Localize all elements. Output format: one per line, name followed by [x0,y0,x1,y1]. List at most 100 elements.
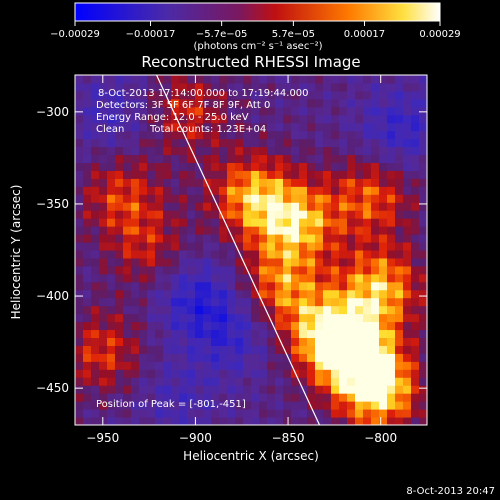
heatmap-cell [307,273,316,283]
heatmap-cell [179,114,188,124]
heatmap-cell [355,417,364,425]
heatmap-cell [339,242,348,251]
heatmap-cell [83,337,92,346]
heatmap-cell [179,210,188,219]
heatmap-cell [211,226,220,235]
heatmap-cell [195,409,204,418]
heatmap-cell [371,353,380,362]
heatmap-cell [155,194,164,203]
heatmap-cell [355,377,364,386]
heatmap-cell [219,242,228,251]
heatmap-cell [219,226,228,235]
heatmap-cell [275,401,284,410]
heatmap-cell [123,218,132,227]
heatmap-cell [283,82,292,92]
heatmap-cell [203,289,212,299]
heatmap-cell [411,353,420,362]
heatmap-cell [123,353,132,362]
heatmap-cell [195,106,204,116]
heatmap-cell [395,409,404,418]
heatmap-cell [251,369,260,378]
heatmap-cell [243,218,252,227]
heatmap-cell [211,234,220,243]
heatmap-cell [251,194,260,203]
heatmap-cell [267,114,276,124]
heatmap-cell [203,122,212,132]
heatmap-cell [139,369,148,378]
heatmap-cell [299,409,308,418]
heatmap-cell [379,281,388,291]
heatmap-cell [75,90,84,100]
heatmap-cell [235,265,244,275]
heatmap-cell [275,98,284,108]
heatmap-cell [235,146,244,156]
heatmap-cell [267,297,276,307]
heatmap-cell [355,353,364,362]
heatmap-cell [411,313,420,323]
heatmap-cell [355,130,364,140]
heatmap-cell [323,114,332,124]
heatmap-cell [267,393,276,402]
heatmap-cell [99,114,108,124]
heatmap-cell [371,313,380,323]
heatmap-cell [91,210,100,219]
heatmap-cell [99,186,108,195]
heatmap-cell [387,345,396,354]
heatmap-cell [187,385,196,394]
heatmap-cell [163,234,172,243]
heatmap-cell [211,257,220,267]
heatmap-cell [195,130,204,140]
heatmap-cell [187,257,196,267]
heatmap-cell [347,353,356,362]
heatmap-cell [307,234,316,243]
heatmap-cell [363,170,372,179]
heatmap-cell [323,202,332,211]
heatmap-cell [75,146,84,156]
heatmap-cell [323,162,332,171]
heatmap-cell [275,377,284,386]
heatmap-cell [331,218,340,227]
heatmap-cell [291,393,300,402]
heatmap-cell [283,385,292,394]
heatmap-cell [323,385,332,394]
heatmap-cell [203,377,212,386]
heatmap-cell [291,273,300,283]
heatmap-cell [99,130,108,140]
heatmap-cell [419,353,427,362]
heatmap-cell [291,194,300,203]
heatmap-cell [187,305,196,315]
heatmap-cell [195,385,204,394]
heatmap-cell [251,106,260,116]
heatmap-cell [187,106,196,116]
heatmap-cell [371,75,380,84]
heatmap-cell [115,138,124,148]
heatmap-cell [115,265,124,275]
heatmap-cell [323,353,332,362]
heatmap-cell [195,401,204,410]
heatmap-cell [139,218,148,227]
heatmap-cell [363,154,372,163]
heatmap-cell [355,202,364,211]
heatmap-cell [403,202,412,211]
heatmap-cell [139,186,148,195]
heatmap-cell [115,162,124,171]
heatmap-cell [115,218,124,227]
heatmap-cell [251,417,260,425]
heatmap-cell [387,114,396,124]
heatmap-cell [107,138,116,148]
heatmap-cell [299,361,308,370]
heatmap-cell [171,313,180,323]
heatmap-cell [371,146,380,156]
heatmap-cell [403,329,412,338]
heatmap-cell [395,329,404,338]
heatmap-cell [379,186,388,195]
heatmap-cell [163,321,172,331]
heatmap-cell [315,242,324,251]
heatmap-cell [179,329,188,338]
heatmap-cell [155,313,164,323]
heatmap-cell [91,234,100,243]
heatmap-cell [115,106,124,116]
heatmap-cell [83,122,92,132]
heatmap-cell [75,369,84,378]
heatmap-cell [107,297,116,307]
